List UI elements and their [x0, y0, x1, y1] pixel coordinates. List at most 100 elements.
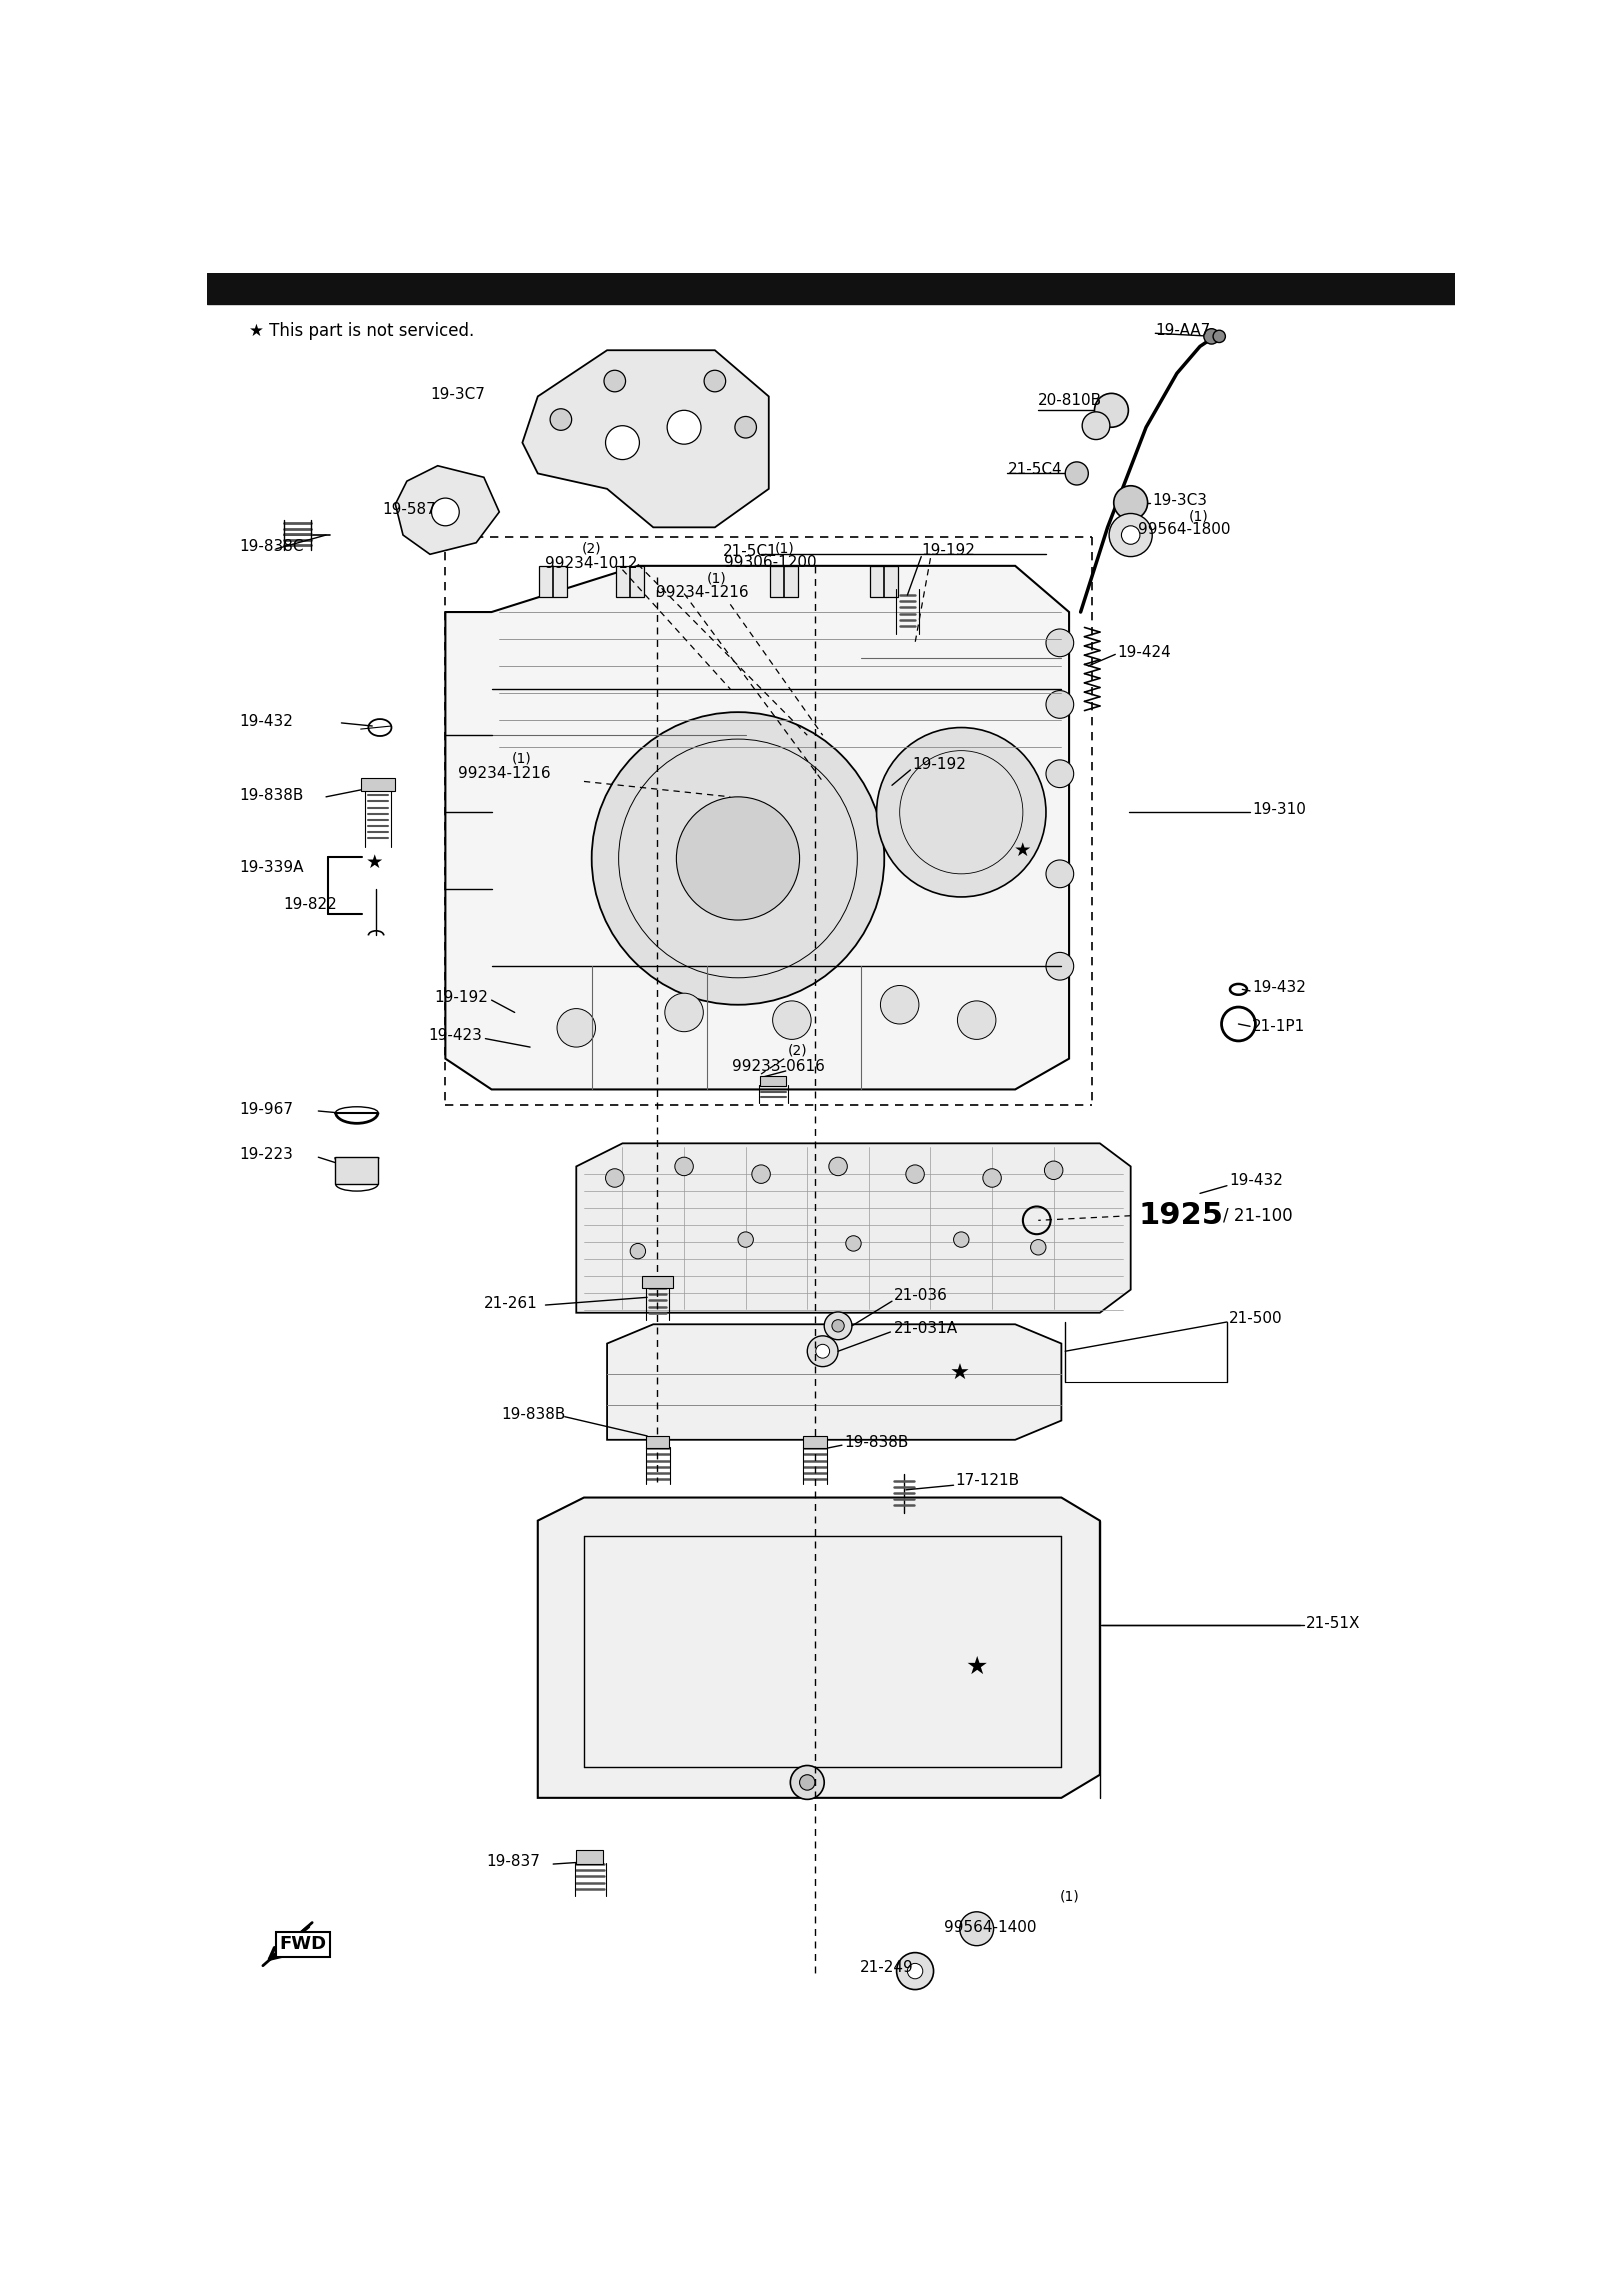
Circle shape [896, 1954, 934, 1990]
Text: (1): (1) [512, 751, 532, 765]
Bar [616, 567, 644, 597]
Circle shape [558, 1009, 595, 1047]
Text: 19-838B: 19-838B [238, 788, 303, 804]
Text: (2): (2) [788, 1043, 807, 1059]
Circle shape [982, 1168, 1002, 1186]
Circle shape [734, 417, 757, 437]
Circle shape [665, 993, 704, 1031]
Circle shape [960, 1913, 994, 1945]
Circle shape [1044, 1161, 1063, 1179]
Circle shape [1031, 1239, 1046, 1255]
Bar [361, 776, 396, 792]
Text: 21-036: 21-036 [895, 1289, 948, 1302]
Circle shape [605, 371, 626, 392]
Circle shape [1204, 328, 1219, 344]
Bar [760, 1075, 786, 1086]
Circle shape [674, 1157, 694, 1175]
Circle shape [906, 1166, 924, 1184]
Circle shape [668, 410, 700, 444]
Text: FWD: FWD [279, 1935, 326, 1954]
Bar [540, 567, 567, 597]
Text: ★: ★ [366, 854, 383, 872]
Text: 19-838B: 19-838B [501, 1407, 566, 1421]
Circle shape [953, 1232, 969, 1248]
Text: 21-261: 21-261 [485, 1296, 538, 1312]
Text: 19-432: 19-432 [1253, 981, 1307, 995]
Text: 99234-1012: 99234-1012 [546, 556, 639, 572]
Text: 21-031A: 21-031A [895, 1321, 958, 1337]
Text: 19-838B: 19-838B [845, 1435, 909, 1450]
Circle shape [807, 1337, 838, 1366]
Bar [804, 1437, 827, 1448]
Text: 19-192: 19-192 [913, 756, 966, 772]
Bar [870, 567, 898, 597]
Circle shape [550, 410, 572, 430]
Circle shape [1046, 861, 1073, 888]
Text: 99564-1400: 99564-1400 [945, 1920, 1037, 1935]
Text: (1): (1) [707, 572, 726, 585]
Circle shape [431, 499, 459, 526]
Circle shape [908, 1963, 922, 1979]
Circle shape [1046, 761, 1073, 788]
Text: 19-432: 19-432 [1229, 1173, 1284, 1189]
Bar [770, 567, 798, 597]
Text: 21-500: 21-500 [1229, 1312, 1282, 1327]
Circle shape [880, 986, 919, 1025]
Text: 19-424: 19-424 [1117, 644, 1172, 660]
Circle shape [1109, 515, 1153, 556]
Circle shape [1094, 394, 1128, 428]
Circle shape [1213, 330, 1225, 342]
Text: 19-423: 19-423 [428, 1027, 483, 1043]
Text: / 21-100: / 21-100 [1224, 1207, 1292, 1225]
Text: 21-5C1: 21-5C1 [723, 544, 776, 558]
Text: 99234-1216: 99234-1216 [657, 585, 749, 601]
Text: ★: ★ [1015, 840, 1031, 861]
Circle shape [823, 1312, 853, 1339]
Text: 19-192: 19-192 [434, 990, 488, 1004]
Polygon shape [538, 1498, 1101, 1799]
Polygon shape [522, 351, 768, 528]
Circle shape [815, 1343, 830, 1357]
Circle shape [958, 1002, 995, 1038]
Text: 17-121B: 17-121B [955, 1473, 1020, 1489]
Text: 19-3C3: 19-3C3 [1153, 492, 1208, 508]
Text: (1): (1) [1188, 510, 1208, 524]
Circle shape [704, 371, 726, 392]
Circle shape [738, 1232, 754, 1248]
Text: 19-192: 19-192 [921, 542, 976, 558]
Text: 1925: 1925 [1138, 1202, 1224, 1230]
Text: (1): (1) [1060, 1890, 1080, 1904]
Text: 19-223: 19-223 [238, 1148, 293, 1161]
Circle shape [606, 426, 639, 460]
Circle shape [832, 1321, 845, 1332]
Text: ★: ★ [950, 1364, 969, 1384]
Text: ★: ★ [966, 1655, 987, 1678]
Circle shape [1122, 526, 1140, 544]
Text: ★ This part is not serviced.: ★ This part is not serviced. [250, 321, 475, 339]
Text: 99234-1216: 99234-1216 [457, 767, 550, 781]
Text: 21-51X: 21-51X [1307, 1617, 1360, 1630]
Circle shape [846, 1236, 861, 1250]
Text: (2): (2) [582, 542, 601, 556]
Circle shape [799, 1774, 815, 1790]
Text: 19-967: 19-967 [238, 1102, 293, 1118]
Text: 99306-1200: 99306-1200 [725, 556, 817, 569]
Text: 19-3C7: 19-3C7 [430, 387, 485, 401]
Bar [207, 273, 1456, 305]
Circle shape [1114, 485, 1148, 519]
Polygon shape [608, 1325, 1062, 1439]
Polygon shape [396, 467, 499, 553]
Circle shape [592, 713, 885, 1004]
Circle shape [828, 1157, 848, 1175]
Circle shape [1065, 462, 1088, 485]
Circle shape [877, 729, 1046, 897]
Bar [336, 1157, 378, 1184]
Text: 19-587: 19-587 [383, 503, 436, 517]
Circle shape [1046, 628, 1073, 656]
Text: 21-1P1: 21-1P1 [1253, 1018, 1305, 1034]
Text: 99564-1800: 99564-1800 [1138, 521, 1230, 537]
Polygon shape [446, 567, 1070, 1088]
Text: 20-810B: 20-810B [1039, 394, 1102, 408]
Text: 19-822: 19-822 [284, 897, 337, 913]
Text: 19-432: 19-432 [238, 715, 293, 729]
